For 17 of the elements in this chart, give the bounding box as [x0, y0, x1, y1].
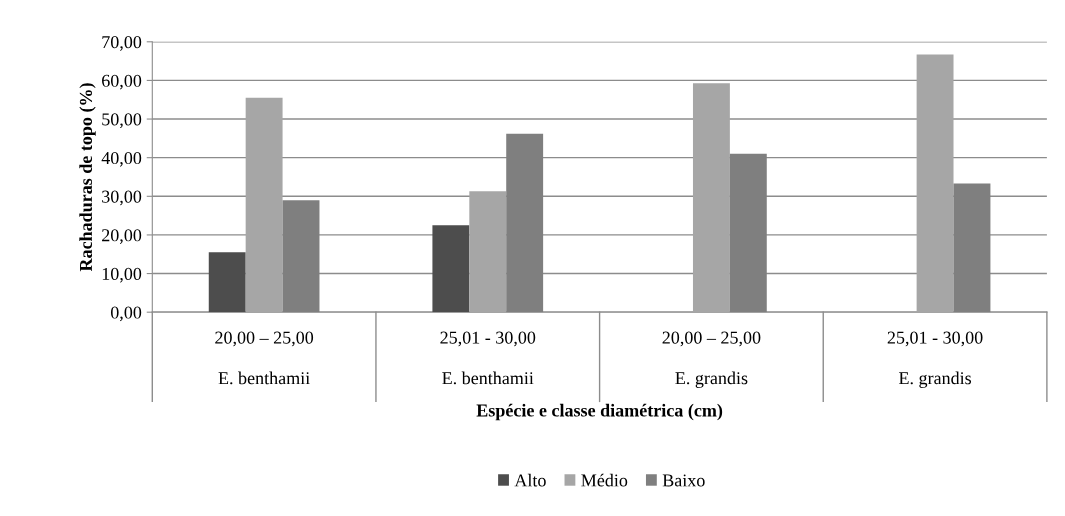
y-tick-label: 10,00: [102, 267, 142, 283]
y-tick-label: 0,00: [110, 306, 142, 322]
category-label: 20,00 – 25,00 E. benthamii: [215, 331, 314, 385]
category-label: 25,01 - 30,00 E. grandis: [887, 331, 983, 388]
y-tick-label: 40,00: [101, 151, 142, 167]
y-tick-label: 20,00: [102, 229, 142, 244]
y-tick-label: 70,00: [102, 36, 142, 51]
x-axis-title: Espécie e classe diamétrica (cm): [476, 403, 723, 421]
category-label: 20,00 – 25,00 E. grandis: [662, 331, 761, 388]
y-tick-label: 50,00: [102, 113, 142, 129]
y-tick-label: 60,00: [102, 74, 142, 90]
legend-label: Baixo: [662, 474, 705, 487]
y-tick-label: 30,00: [102, 190, 142, 206]
legend-label: Alto: [514, 473, 546, 487]
y-axis-title: Rachaduras de topo (%): [79, 83, 96, 272]
category-label: 25,01 - 30,00 E. benthamii: [440, 331, 536, 385]
legend-label: Médio: [581, 473, 628, 487]
